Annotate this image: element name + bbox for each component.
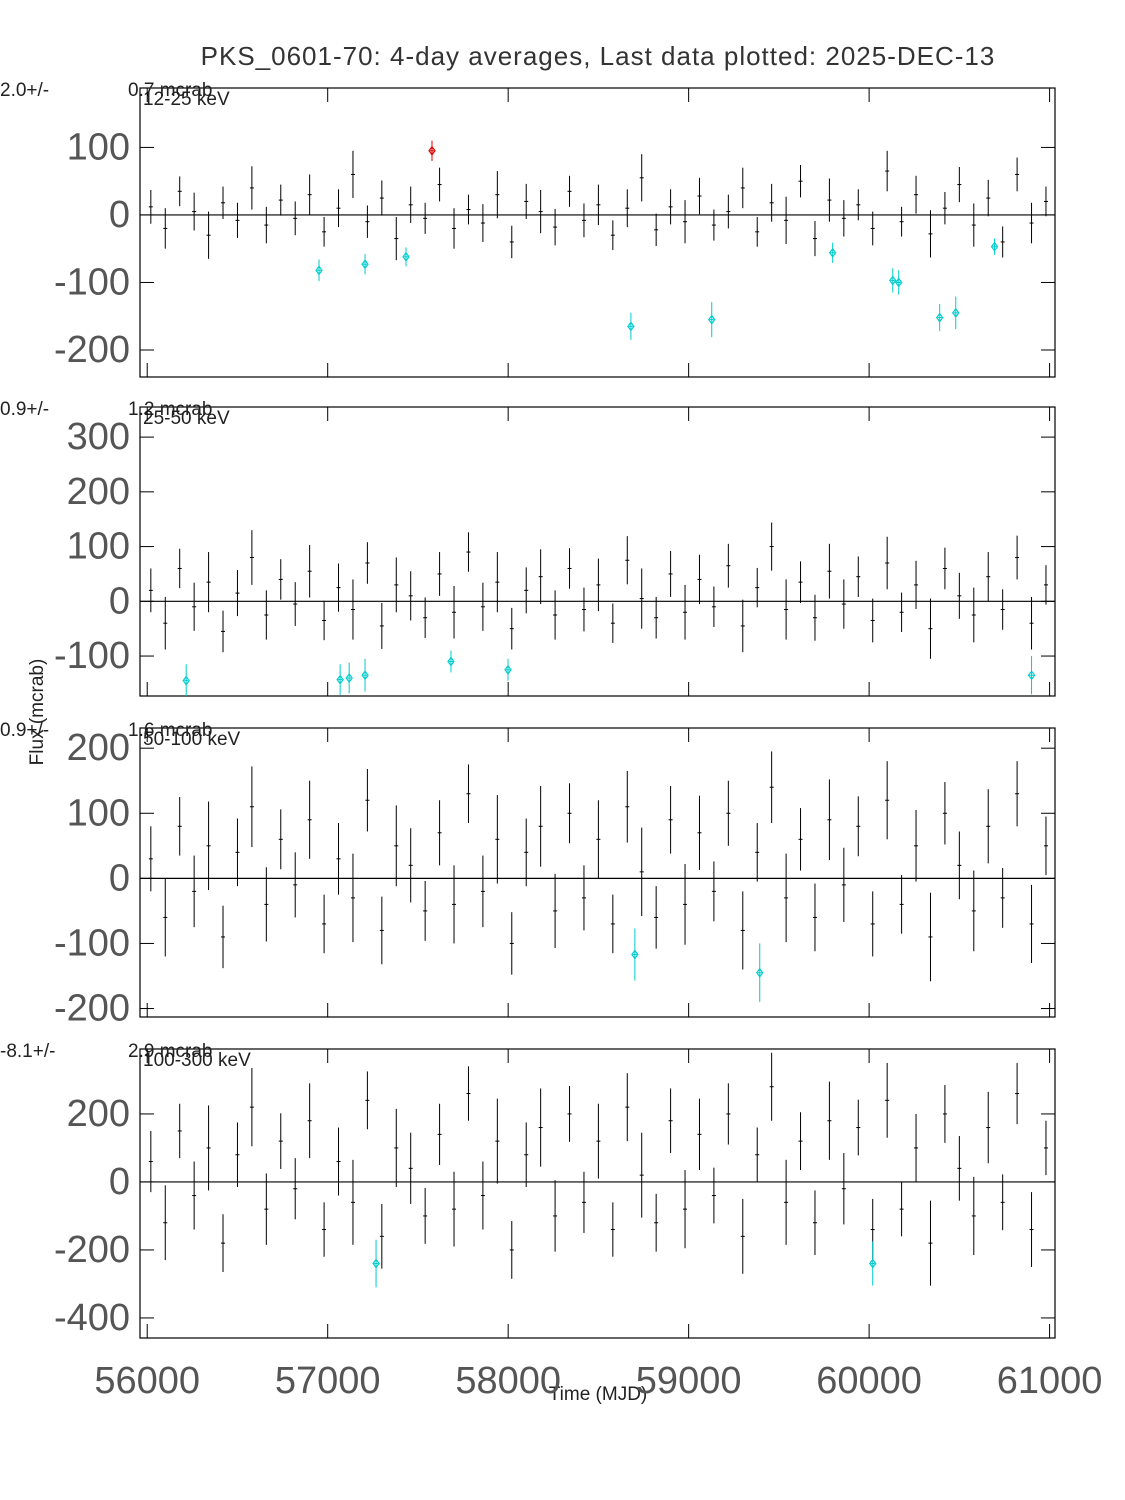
mean-label: 2.0+/-: [0, 80, 49, 101]
plot-area: [140, 522, 1055, 696]
y-tick-label: 200: [67, 727, 130, 769]
band-label: 100-300 keV: [143, 1050, 251, 1071]
plot-area: [140, 751, 1055, 1003]
point-marker: [627, 321, 635, 332]
y-tick-label: 0: [109, 857, 130, 899]
point-marker: [361, 259, 369, 270]
y-tick-label: 0: [109, 580, 130, 622]
plot-frame: [139, 406, 1056, 697]
y-tick-label: -400: [54, 1297, 130, 1339]
y-tick-label: 100: [67, 792, 130, 834]
point-marker: [631, 949, 639, 960]
y-axis-label: Flux (mcrab): [27, 659, 48, 766]
plot-area: [140, 140, 1055, 340]
point-marker: [935, 312, 944, 323]
band-label: 25-50 keV: [143, 408, 230, 429]
y-tick-label: -100: [54, 922, 130, 964]
y-tick-label: 200: [67, 471, 130, 513]
band-label: 12-25 keV: [143, 89, 230, 110]
mean-label: -8.1+/-: [0, 1041, 55, 1062]
point-marker: [504, 664, 512, 675]
y-tick-label: 100: [67, 126, 130, 168]
plot-frame: [139, 727, 1056, 1018]
point-marker: [889, 275, 897, 286]
point-marker: [315, 265, 323, 276]
plot-frame: [139, 1048, 1056, 1339]
y-tick-label: 200: [67, 1093, 130, 1135]
mean-label: 0.9+/-: [0, 399, 49, 420]
x-tick-label: 59000: [636, 1360, 742, 1402]
point-marker: [894, 277, 903, 288]
chart-title: PKS_0601-70: 4-day averages, Last data p…: [201, 41, 996, 71]
point-marker: [402, 251, 410, 262]
y-tick-label: 300: [67, 416, 130, 458]
point-marker: [447, 656, 455, 667]
y-tick-label: 100: [67, 526, 130, 568]
y-tick-label: -200: [54, 988, 130, 1030]
point-marker: [182, 675, 190, 686]
y-tick-label: -200: [54, 329, 130, 371]
point-marker: [428, 145, 436, 156]
y-tick-label: 0: [109, 1161, 130, 1203]
point-marker: [336, 674, 344, 685]
point-marker: [990, 241, 999, 252]
plot-frame: [139, 87, 1056, 378]
y-tick-label: 0: [109, 194, 130, 236]
mean-error-label: 2.9 mcrab: [128, 1041, 212, 1062]
x-axis-label: Time (MJD): [549, 1384, 648, 1405]
x-tick-label: 57000: [275, 1360, 381, 1402]
point-marker: [345, 672, 353, 683]
point-marker: [868, 1258, 877, 1269]
y-tick-label: -100: [54, 261, 130, 303]
y-tick-label: -200: [54, 1229, 130, 1271]
x-tick-label: 56000: [94, 1360, 200, 1402]
point-marker: [828, 247, 837, 258]
y-tick-label: -100: [54, 635, 130, 677]
point-marker: [755, 967, 764, 978]
point-marker: [372, 1258, 380, 1269]
mean-label: 0.9+/-: [0, 720, 49, 741]
point-marker: [361, 670, 369, 681]
point-marker: [707, 314, 716, 325]
mean-error-label: 1.2 mcrab: [128, 399, 212, 420]
x-tick-label: 61000: [997, 1360, 1103, 1402]
x-tick-label: 60000: [816, 1360, 922, 1402]
point-marker: [951, 307, 960, 318]
x-tick-label: 58000: [455, 1360, 561, 1402]
plot-area: [140, 1052, 1055, 1288]
mean-error-label: 1.6 mcrab: [128, 720, 212, 741]
band-label: 50-100 keV: [143, 729, 241, 750]
mean-error-label: 0.7 mcrab: [128, 80, 212, 101]
point-marker: [1027, 670, 1036, 681]
